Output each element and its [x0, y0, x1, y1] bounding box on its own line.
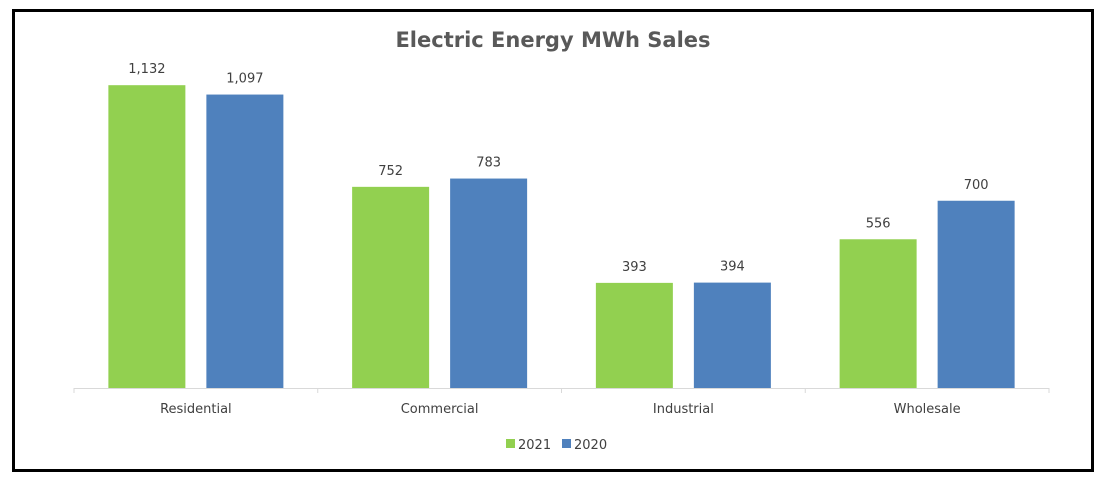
x-tick-label: Wholesale — [894, 402, 961, 417]
bar-2021-residential — [108, 85, 186, 388]
bar-2021-wholesale — [839, 239, 917, 388]
data-label: 1,132 — [128, 62, 165, 77]
legend-label: 2021 — [518, 438, 551, 453]
bar-2021-commercial — [352, 186, 430, 388]
data-label: 752 — [378, 164, 403, 179]
data-label: 700 — [964, 178, 989, 193]
bar-2020-residential — [206, 94, 284, 389]
data-label: 556 — [866, 216, 891, 231]
x-tick-label: Commercial — [401, 402, 479, 417]
legend: 2021 2020 — [506, 438, 607, 453]
bar-2020-wholesale — [937, 200, 1015, 388]
x-tick-label: Industrial — [653, 402, 714, 417]
legend-swatch-2020 — [562, 439, 571, 448]
data-label: 1,097 — [226, 72, 263, 87]
bar-2021-industrial — [595, 282, 673, 388]
data-label: 393 — [622, 260, 647, 275]
bar-2020-commercial — [450, 178, 528, 388]
chart-title: Electric Energy MWh Sales — [395, 28, 710, 52]
legend-label: 2020 — [574, 438, 607, 453]
bar-2020-industrial — [693, 282, 771, 388]
data-label: 783 — [476, 156, 501, 171]
legend-swatch-2021 — [506, 439, 515, 448]
x-tick-label: Residential — [160, 402, 232, 417]
data-label: 394 — [720, 260, 745, 275]
